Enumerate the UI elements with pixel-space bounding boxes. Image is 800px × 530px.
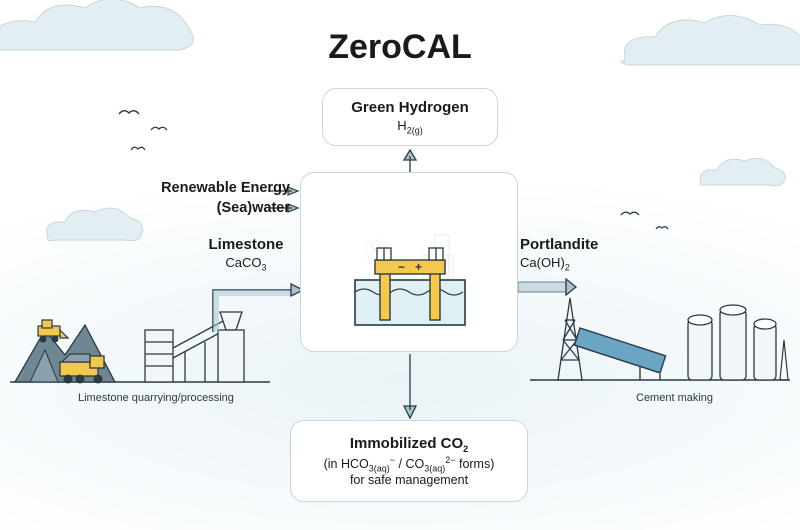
caption-quarry: Limestone quarrying/processing <box>78 392 234 404</box>
renewable-energy-label: Renewable Energy <box>110 178 290 198</box>
electrolyzer-illustration: − + <box>335 230 485 335</box>
cloud-mid-right <box>695 150 790 190</box>
green-hydrogen-title: Green Hydrogen <box>351 99 469 118</box>
caption-cement: Cement making <box>636 392 713 404</box>
inputs-label: Renewable Energy (Sea)water <box>110 178 290 219</box>
box-immobilized-co2: Immobilized CO2 (in HCO3(aq)− / CO3(aq)2… <box>290 420 528 502</box>
bird-icon <box>150 125 168 134</box>
bird-icon <box>620 210 640 219</box>
bird-icon <box>655 225 669 232</box>
arrow-portlandite-out <box>518 278 578 301</box>
svg-text:−: − <box>398 260 405 274</box>
box-green-hydrogen: Green Hydrogen H2(g) <box>322 88 498 146</box>
limestone-label: Limestone CaCO3 <box>196 236 296 272</box>
portlandite-label: Portlandite Ca(OH)2 <box>520 236 630 272</box>
bird-icon <box>118 108 140 118</box>
immobilized-co2-forms: (in HCO3(aq)− / CO3(aq)2− forms) <box>324 455 495 474</box>
arrow-down-co2 <box>402 354 418 425</box>
green-hydrogen-formula: H2(g) <box>397 118 422 136</box>
page-title: ZeroCAL <box>0 28 800 67</box>
arrow-limestone-in <box>205 280 305 345</box>
immobilized-co2-title: Immobilized CO2 <box>350 435 468 455</box>
seawater-label: (Sea)water <box>110 198 290 218</box>
immobilized-co2-line3: for safe management <box>350 473 468 487</box>
bird-icon <box>130 145 146 153</box>
svg-text:+: + <box>415 260 422 274</box>
